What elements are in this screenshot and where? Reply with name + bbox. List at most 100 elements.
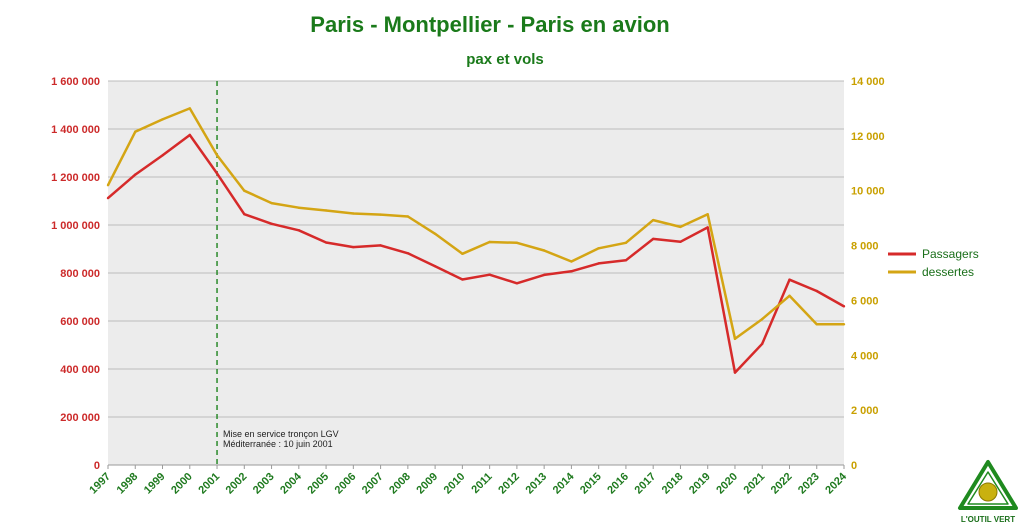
data-point-passagers xyxy=(842,305,846,308)
data-point-dessertes xyxy=(324,209,328,212)
data-point-passagers xyxy=(297,229,301,232)
x-tick-label: 2022 xyxy=(769,471,795,497)
data-point-dessertes xyxy=(379,213,382,216)
right-tick-label: 10 000 xyxy=(851,186,885,198)
legend-label-passagers: Passagers xyxy=(922,247,979,261)
x-tick-label: 2016 xyxy=(605,471,631,497)
legend: Passagers dessertes xyxy=(888,247,979,279)
data-point-passagers xyxy=(243,213,246,216)
data-point-dessertes xyxy=(461,252,464,255)
x-tick-label: 2018 xyxy=(660,471,686,497)
data-point-dessertes xyxy=(161,118,164,121)
x-tick-label: 2015 xyxy=(578,471,604,497)
x-tick-label: 2024 xyxy=(823,470,849,496)
x-tick-label: 2019 xyxy=(687,471,713,497)
data-point-dessertes xyxy=(488,240,491,244)
data-point-passagers xyxy=(597,262,600,265)
x-tick-label: 2013 xyxy=(523,471,549,497)
left-tick-label: 0 xyxy=(94,460,100,472)
data-point-passagers xyxy=(570,270,573,273)
x-tick-label: 2003 xyxy=(251,471,277,497)
logo-inner-triangle-icon xyxy=(967,471,1009,505)
series-line-passagers xyxy=(107,133,845,374)
data-point-dessertes xyxy=(433,232,437,235)
legend-label-dessertes: dessertes xyxy=(922,265,974,279)
x-tick-label: 1998 xyxy=(115,471,141,497)
data-point-passagers xyxy=(161,154,164,157)
series-lines xyxy=(106,107,846,374)
data-point-dessertes xyxy=(352,212,355,215)
data-point-dessertes xyxy=(188,107,191,110)
data-point-dessertes xyxy=(297,206,301,209)
data-point-dessertes xyxy=(624,241,628,245)
data-point-passagers xyxy=(352,245,355,249)
chart-title: Paris - Montpellier - Paris en avion xyxy=(310,12,669,37)
data-point-passagers xyxy=(406,252,410,255)
right-tick-label: 2 000 xyxy=(851,405,879,417)
annotation: Mise en service tronçon LGV Méditerranée… xyxy=(216,81,339,465)
data-point-dessertes xyxy=(679,225,682,229)
data-point-passagers xyxy=(324,241,328,244)
left-tick-label: 1 200 000 xyxy=(51,172,100,184)
data-point-passagers xyxy=(134,173,137,176)
x-tick-label: 2020 xyxy=(714,471,740,497)
data-point-dessertes xyxy=(788,294,791,297)
x-tick-label: 2002 xyxy=(224,471,250,497)
x-tick-label: 2000 xyxy=(169,471,195,497)
x-tick-label: 2011 xyxy=(469,471,494,496)
data-point-passagers xyxy=(488,273,491,276)
data-point-passagers xyxy=(651,237,655,241)
data-point-passagers xyxy=(461,278,464,281)
right-tick-label: 4 000 xyxy=(851,350,879,362)
data-point-passagers xyxy=(106,196,110,200)
data-point-dessertes xyxy=(215,153,219,157)
x-tick-label: 2010 xyxy=(442,471,468,497)
left-tick-label: 800 000 xyxy=(60,268,100,280)
data-point-dessertes xyxy=(733,337,737,341)
right-axis: 0 2 000 4 000 6 000 8 000 10 000 12 000 14 000 xyxy=(851,76,885,472)
data-point-dessertes xyxy=(106,184,110,187)
data-point-passagers xyxy=(188,133,191,137)
x-tick-label: 2012 xyxy=(496,471,522,497)
data-point-dessertes xyxy=(515,241,519,245)
data-point-passagers xyxy=(379,244,382,247)
left-tick-label: 1 000 000 xyxy=(51,220,100,232)
data-point-dessertes xyxy=(842,323,846,326)
data-point-dessertes xyxy=(706,213,709,216)
x-tick-label: 2009 xyxy=(414,471,440,497)
data-point-dessertes xyxy=(570,260,573,263)
annotation-line-2: Méditerranée : 10 juin 2001 xyxy=(223,439,333,449)
data-point-passagers xyxy=(706,226,709,229)
x-tick-label: 2021 xyxy=(742,471,768,497)
logo-ball-icon xyxy=(978,482,998,502)
x-tick-label: 1997 xyxy=(87,471,113,497)
right-tick-label: 8 000 xyxy=(851,241,879,253)
data-point-dessertes xyxy=(406,215,410,218)
right-tick-label: 14 000 xyxy=(851,76,885,88)
series-line-dessertes xyxy=(106,107,844,341)
left-tick-label: 400 000 xyxy=(60,364,100,376)
right-tick-label: 12 000 xyxy=(851,131,885,143)
data-point-dessertes xyxy=(243,189,246,192)
x-tick-label: 2014 xyxy=(551,470,577,496)
x-tick-label: 2008 xyxy=(387,471,413,497)
right-tick-label: 6 000 xyxy=(851,295,879,307)
right-tick-label: 0 xyxy=(851,460,857,472)
gridlines xyxy=(108,80,844,466)
x-tick-label: 2001 xyxy=(196,471,222,497)
left-tick-label: 1 600 000 xyxy=(51,76,100,88)
x-tick-label: 2005 xyxy=(305,471,331,497)
data-point-passagers xyxy=(270,222,273,225)
x-tick-label: 2006 xyxy=(333,471,359,497)
data-point-dessertes xyxy=(815,323,818,326)
data-point-passagers xyxy=(761,342,764,345)
data-point-passagers xyxy=(788,278,791,281)
data-point-dessertes xyxy=(597,247,600,250)
x-tick-label: 2004 xyxy=(278,470,304,496)
data-point-dessertes xyxy=(651,218,655,222)
data-point-passagers xyxy=(733,371,737,374)
data-point-passagers xyxy=(433,265,437,268)
x-tick-label: 2017 xyxy=(633,471,659,497)
left-tick-label: 1 400 000 xyxy=(51,124,100,136)
